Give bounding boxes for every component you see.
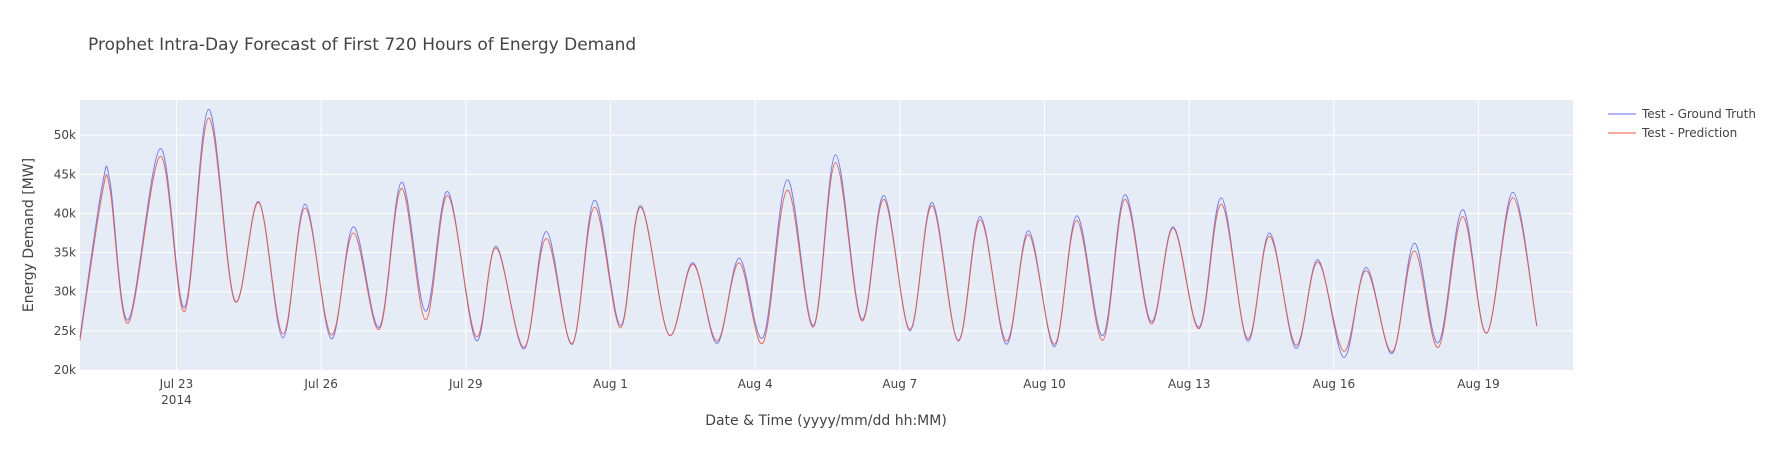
- x-tick-label: Aug 10: [1023, 377, 1066, 391]
- y-tick-label: 45k: [54, 167, 76, 181]
- y-tick-labels: 20k 25k 30k 35k 40k 45k 50k: [54, 128, 76, 377]
- legend-label: Test - Prediction: [1641, 126, 1737, 140]
- y-tick-label: 25k: [54, 324, 76, 338]
- y-tick-label: 40k: [54, 206, 76, 220]
- x-gridlines: [175, 100, 1480, 370]
- legend: Test - Ground Truth Test - Prediction: [1608, 107, 1756, 140]
- y-tick-label: 30k: [54, 285, 76, 299]
- legend-item[interactable]: Test - Ground Truth: [1608, 107, 1756, 121]
- x-tick-label: Aug 19: [1457, 377, 1500, 391]
- legend-label: Test - Ground Truth: [1641, 107, 1756, 121]
- y-axis-title: Energy Demand [MW]: [21, 158, 37, 312]
- y-tick-label: 50k: [54, 128, 76, 142]
- x-tick-label: Aug 7: [882, 377, 917, 391]
- x-tick-labels: Jul 23 2014 Jul 26 Jul 29 Aug 1 Aug 4 Aug 7 Aug…: [159, 377, 1500, 407]
- x-tick-label: Jul 26: [303, 377, 338, 391]
- y-tick-label: 35k: [54, 246, 76, 260]
- legend-item[interactable]: Test - Prediction: [1608, 126, 1737, 140]
- x-axis-title: Date & Time (yyyy/mm/dd hh:MM): [705, 413, 947, 429]
- x-tick-label: Jul 23: [159, 377, 194, 391]
- x-tick-label: Aug 16: [1313, 377, 1356, 391]
- x-tick-label: Jul 29: [448, 377, 483, 391]
- plot-area: [80, 100, 1573, 370]
- y-tick-label: 20k: [54, 363, 76, 377]
- x-tick-sublabel: 2014: [161, 393, 192, 407]
- x-tick-label: Aug 4: [738, 377, 773, 391]
- chart-title: Prophet Intra-Day Forecast of First 720 …: [88, 35, 636, 55]
- x-tick-label: Aug 1: [593, 377, 628, 391]
- series-layer: [79, 108, 1538, 359]
- x-tick-label: Aug 13: [1168, 377, 1211, 391]
- series-line-prediction: [79, 117, 1538, 353]
